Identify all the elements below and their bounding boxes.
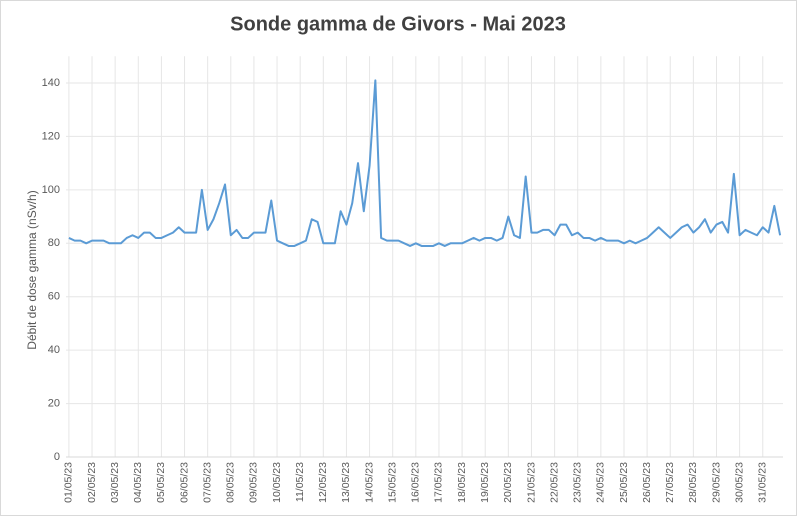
x-tick-label: 26/05/23: [641, 462, 653, 503]
x-tick-label: 10/05/23: [271, 462, 283, 503]
x-tick-label: 27/05/23: [664, 462, 676, 503]
x-tick-label: 21/05/23: [525, 462, 537, 503]
data-line: [68, 79, 782, 247]
x-tick-label: 20/05/23: [502, 462, 514, 503]
y-tick-label: 80: [48, 237, 60, 249]
x-tick-label: 18/05/23: [456, 462, 468, 503]
x-tick-label: 05/05/23: [155, 462, 167, 503]
x-tick-label: 29/05/23: [710, 462, 722, 503]
x-tick-label: 13/05/23: [340, 462, 352, 503]
x-tick-label: 17/05/23: [433, 462, 445, 503]
x-tick-label: 12/05/23: [317, 462, 329, 503]
x-tick-label: 25/05/23: [618, 462, 630, 503]
x-tick-label: 19/05/23: [479, 462, 491, 503]
chart-title: Sonde gamma de Givors - Mai 2023: [230, 13, 566, 35]
x-tick-label: 04/05/23: [132, 462, 144, 503]
y-tick-label: 140: [42, 77, 60, 89]
x-tick-label: 31/05/23: [757, 462, 769, 503]
y-tick-label: 100: [42, 184, 60, 196]
x-tick-label: 08/05/23: [225, 462, 237, 503]
y-axis-label: Débit de dose gamma (nSv/h): [25, 190, 39, 349]
y-tick-label: 40: [48, 344, 60, 356]
x-tick-label: 24/05/23: [595, 462, 607, 503]
x-tick-label: 15/05/23: [386, 462, 398, 503]
x-tick-label: 02/05/23: [86, 462, 98, 503]
x-tick-label: 01/05/23: [63, 462, 75, 503]
y-tick-label: 60: [48, 291, 60, 303]
y-tick-label: 20: [48, 397, 60, 409]
x-tick-label: 22/05/23: [548, 462, 560, 503]
x-tick-label: 30/05/23: [733, 462, 745, 503]
y-tick-label: 120: [42, 130, 60, 142]
x-tick-label: 06/05/23: [178, 462, 190, 503]
x-tick-label: 23/05/23: [572, 462, 584, 503]
x-tick-label: 03/05/23: [109, 462, 121, 503]
x-tick-label: 07/05/23: [201, 462, 213, 503]
y-tick-label: 0: [54, 451, 60, 463]
x-tick-label: 16/05/23: [410, 462, 422, 503]
x-tick-label: 09/05/23: [248, 462, 260, 503]
x-tick-label: 11/05/23: [294, 462, 306, 502]
x-tick-label: 14/05/23: [363, 462, 375, 503]
x-tick-label: 28/05/23: [687, 462, 699, 503]
